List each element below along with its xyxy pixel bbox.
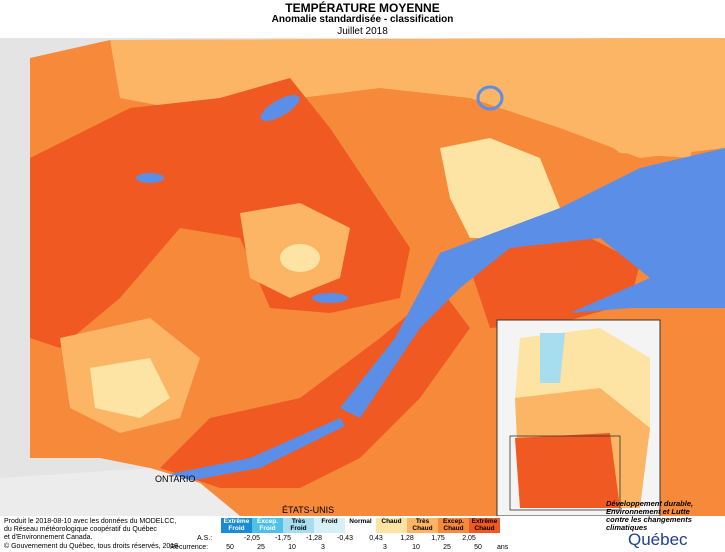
as-value: -0,43 <box>337 535 353 542</box>
zone-tres-chaud <box>110 38 725 158</box>
legend-class: Très Chaud <box>407 518 438 533</box>
legend-class: Chaud <box>376 518 407 533</box>
legend-class: Très Froid <box>283 518 314 533</box>
lake <box>260 95 300 121</box>
lake <box>476 85 504 111</box>
as-value: 1,28 <box>400 535 414 542</box>
ministry-line: Environnement et Lutte <box>606 507 690 516</box>
copyright: © Gouvernement du Québec, tous droits ré… <box>4 543 179 550</box>
ministry-line: Développement durable, <box>606 499 694 508</box>
legend-class: Extrême Chaud <box>469 518 500 533</box>
recurrence-value: 25 <box>443 544 451 551</box>
credit-line: Produit le 2018-08-10 avec les données d… <box>4 518 177 525</box>
credit: Produit le 2018-08-10 avec les données d… <box>4 518 176 542</box>
inset-zone <box>540 333 565 383</box>
credit-line: et d'Environnement Canada. <box>4 534 93 541</box>
lake <box>312 293 348 303</box>
legend-class: Excep. Chaud <box>438 518 469 533</box>
legend-class: Froid <box>314 518 345 533</box>
as-value: -1,28 <box>306 535 322 542</box>
period: Juillet 2018 <box>337 26 388 37</box>
recurrence-value: 50 <box>226 544 234 551</box>
recurrence-value: 10 <box>412 544 420 551</box>
as-value: 0,43 <box>369 535 383 542</box>
map-label: ÉTATS-UNIS <box>282 505 335 515</box>
recurrence-unit: ans <box>497 544 509 551</box>
water-river <box>150 418 345 486</box>
ministry-line: contre les changements <box>606 515 692 524</box>
as-value: 1,75 <box>431 535 445 542</box>
zone-chaud <box>440 138 560 238</box>
credit-line: du Réseau météorologique coopératif du Q… <box>4 526 157 533</box>
recurrence-value: 3 <box>383 544 387 551</box>
recurrence-label: Récurrence: <box>170 544 209 551</box>
ministry: Développement durable, Environnement et L… <box>606 500 693 532</box>
ministry-line: climatiques <box>606 523 648 532</box>
ontario <box>0 468 240 516</box>
legend-class: Excep. Froid <box>252 518 283 533</box>
legend-class: Extrême Froid <box>221 518 252 533</box>
lake <box>136 173 164 183</box>
as-value: -1,75 <box>275 535 291 542</box>
as-label: A.S.: <box>197 535 213 542</box>
map <box>0 38 725 516</box>
map-label: ONTARIO <box>155 474 196 484</box>
recurrence-value: 10 <box>288 544 296 551</box>
recurrence-value: 50 <box>474 544 482 551</box>
government-logo: Québec <box>628 530 688 549</box>
recurrence-value: 25 <box>257 544 265 551</box>
legend: Extrême Froid Excep. Froid Très Froid Froid… <box>0 516 725 552</box>
zone-chaud <box>280 244 320 272</box>
subtitle: Anomalie standardisée - classification <box>271 14 454 25</box>
inset-frame <box>509 435 621 511</box>
title: TEMPÉRATURE MOYENNE <box>285 1 440 15</box>
legend-class: Normal <box>345 518 376 533</box>
as-value: -2,05 <box>244 535 260 542</box>
water-gulf <box>340 148 725 418</box>
inset-zone <box>515 433 620 508</box>
zone-chaud <box>90 358 170 418</box>
zone-extreme-chaud <box>160 288 470 488</box>
recurrence-value: 3 <box>321 544 325 551</box>
as-value: 2,05 <box>462 535 476 542</box>
zone-tres-chaud <box>560 93 700 158</box>
